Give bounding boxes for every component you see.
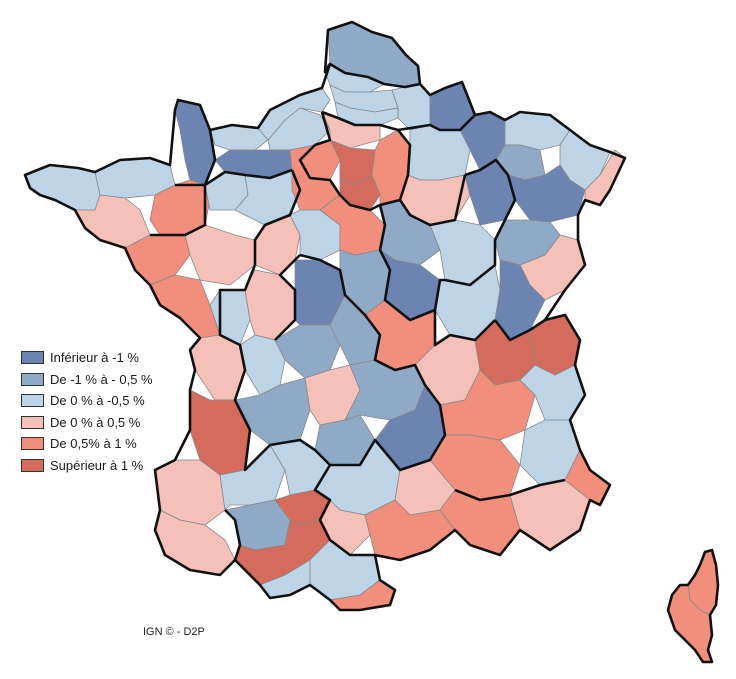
legend-label: De 0 % à 0,5 %: [50, 414, 141, 430]
corsica-border: [666, 548, 720, 664]
department-maine-loire: [184, 224, 256, 286]
department-charente: [239, 334, 286, 396]
legend-swatch: [21, 372, 44, 386]
legend-swatch: [21, 415, 44, 429]
legend-item: De 0,5% à 1 %: [21, 433, 153, 455]
department-vienne: [244, 269, 296, 341]
map-credit: IGN © - D2P: [143, 626, 205, 638]
department-marne: [407, 124, 471, 181]
mainland-france: [24, 21, 626, 611]
map-legend: Inférieur à -1 % De -1 % à - 0,5 % De 0 …: [21, 347, 153, 476]
legend-item: De -1 % à - 0,5 %: [21, 369, 153, 391]
legend-item: De 0 % à -0,5 %: [21, 390, 153, 412]
department-indre-loire: [254, 214, 301, 276]
legend-label: De 0,5% à 1 %: [50, 436, 137, 452]
department-aisne: [391, 83, 431, 131]
legend-swatch: [21, 394, 44, 408]
department-vosges: [507, 164, 586, 223]
legend-label: Supérieur à 1 %: [50, 457, 144, 473]
legend-item: Inférieur à -1 %: [21, 347, 153, 369]
corsica: [666, 548, 720, 664]
legend-item: Supérieur à 1 %: [21, 455, 153, 477]
legend-swatch: [21, 458, 44, 472]
legend-label: De 0 % à -0,5 %: [50, 393, 145, 409]
legend-item: De 0 % à 0,5 %: [21, 412, 153, 434]
legend-swatch: [21, 351, 44, 365]
legend-label: Inférieur à -1 %: [50, 350, 139, 366]
department-haute-vienne: [274, 324, 341, 379]
legend-label: De -1 % à - 0,5 %: [50, 371, 153, 387]
region-borders: [23, 20, 627, 612]
legend-swatch: [21, 437, 44, 451]
